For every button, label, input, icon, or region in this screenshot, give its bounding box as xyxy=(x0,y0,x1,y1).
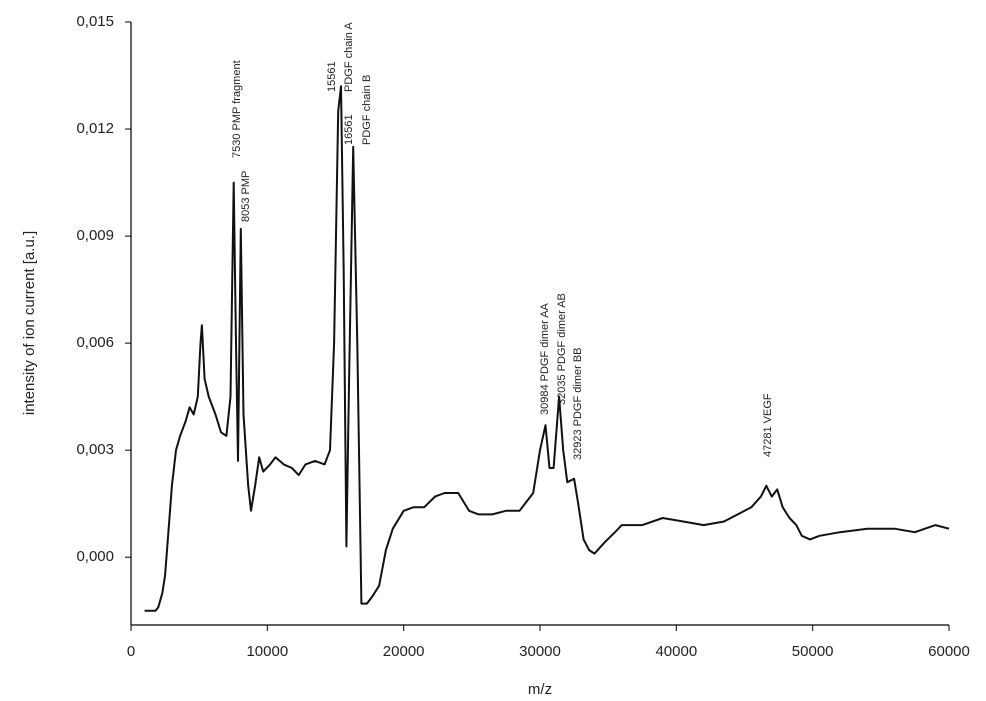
x-tick-label: 50000 xyxy=(792,643,834,660)
peak-annotation: 7530 PMP fragment xyxy=(231,60,243,158)
y-axis-label: intensity of ion current [a.u.] xyxy=(21,231,38,415)
peak-annotation: 15561 xyxy=(326,61,338,92)
peak-annotation: 8053 PMP xyxy=(240,171,252,222)
y-tick-label: 0,009 xyxy=(76,227,114,244)
x-tick-label: 60000 xyxy=(928,643,970,660)
y-tick-label: 0,006 xyxy=(76,334,114,351)
x-axis-label: m/z xyxy=(528,681,552,698)
peak-annotation: 47281 VEGF xyxy=(762,393,774,457)
peak-annotation: 32923 PDGF dimer BB xyxy=(572,348,584,461)
y-tick-label: 0,000 xyxy=(76,548,114,565)
x-tick-label: 20000 xyxy=(383,643,425,660)
x-tick-label: 30000 xyxy=(519,643,561,660)
y-tick-label: 0,003 xyxy=(76,441,114,458)
y-tick-label: 0,012 xyxy=(76,120,114,137)
peak-annotation: PDGF chain A xyxy=(343,22,355,92)
x-tick-label: 10000 xyxy=(246,643,288,660)
peak-annotation: 30984 PDGF dimer AA xyxy=(539,302,551,415)
y-tick-label: 0,015 xyxy=(76,13,114,30)
peak-annotation: PDGF chain B xyxy=(361,75,373,145)
peak-annotation: 16561 xyxy=(343,114,355,145)
spectrum-line xyxy=(144,85,950,612)
peak-annotation: 32035 PDGF dimer AB xyxy=(556,293,568,405)
x-tick-label: 0 xyxy=(127,643,135,660)
x-tick-label: 40000 xyxy=(655,643,697,660)
